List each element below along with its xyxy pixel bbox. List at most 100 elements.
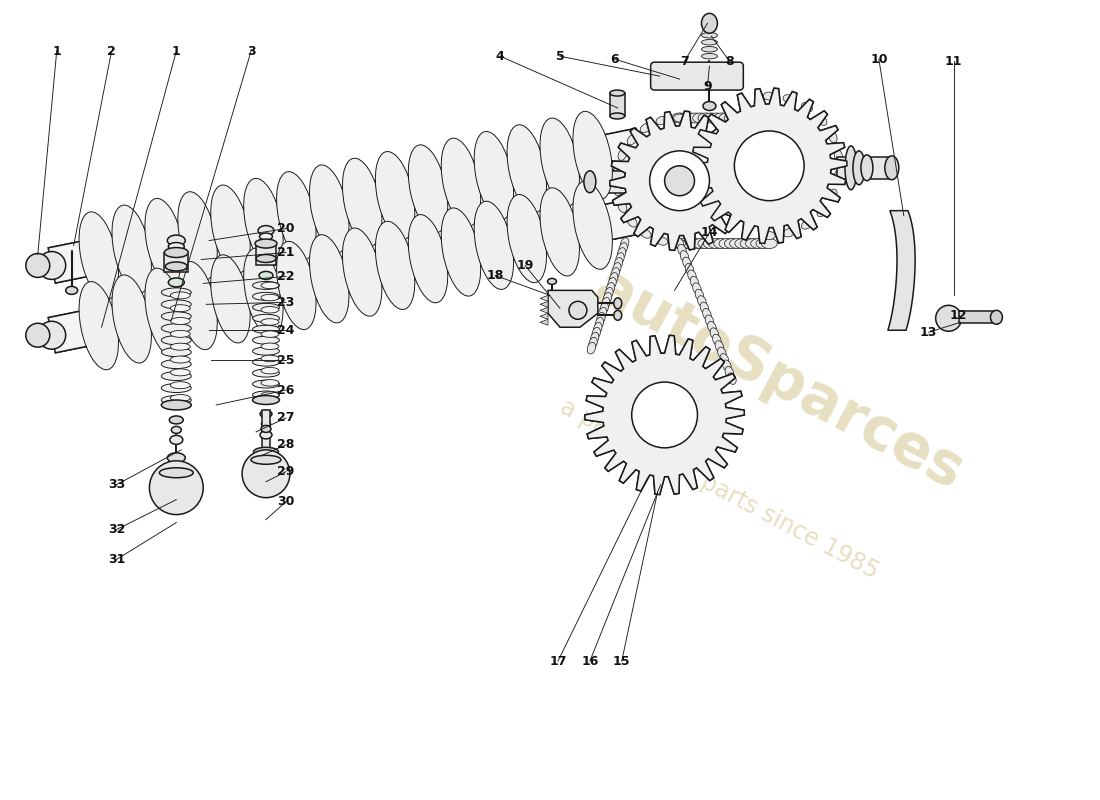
Circle shape	[150, 461, 204, 514]
Ellipse shape	[616, 253, 624, 264]
Ellipse shape	[729, 113, 746, 123]
Ellipse shape	[211, 185, 250, 274]
Ellipse shape	[167, 235, 185, 246]
Text: 26: 26	[277, 383, 295, 397]
Ellipse shape	[802, 102, 813, 112]
Ellipse shape	[253, 292, 279, 300]
Text: 17: 17	[549, 654, 566, 667]
Text: 15: 15	[613, 654, 630, 667]
Circle shape	[37, 322, 66, 349]
Text: 6: 6	[610, 53, 619, 66]
Ellipse shape	[727, 373, 736, 384]
Ellipse shape	[834, 170, 843, 182]
Text: 18: 18	[486, 269, 504, 282]
Bar	[837, 157, 892, 178]
Ellipse shape	[253, 326, 279, 334]
Ellipse shape	[261, 318, 279, 325]
Ellipse shape	[170, 330, 190, 338]
Ellipse shape	[165, 262, 187, 271]
Ellipse shape	[276, 172, 316, 260]
Text: 20: 20	[277, 222, 295, 235]
Ellipse shape	[261, 355, 279, 362]
Text: 30: 30	[277, 495, 295, 508]
Circle shape	[650, 400, 680, 430]
Ellipse shape	[610, 268, 619, 279]
Ellipse shape	[714, 238, 729, 249]
Ellipse shape	[703, 238, 719, 249]
Ellipse shape	[609, 90, 625, 96]
Ellipse shape	[702, 33, 717, 38]
Text: a passion for parts since 1985: a passion for parts since 1985	[557, 395, 882, 584]
Ellipse shape	[112, 275, 152, 363]
Ellipse shape	[251, 455, 280, 464]
Ellipse shape	[861, 155, 873, 181]
Text: 16: 16	[581, 654, 598, 667]
Ellipse shape	[802, 220, 813, 229]
Ellipse shape	[693, 283, 702, 294]
Ellipse shape	[735, 238, 751, 249]
Ellipse shape	[714, 113, 729, 123]
Ellipse shape	[172, 426, 182, 434]
Ellipse shape	[167, 453, 185, 462]
Ellipse shape	[618, 149, 627, 160]
Ellipse shape	[587, 342, 596, 354]
Ellipse shape	[588, 338, 597, 349]
Polygon shape	[548, 290, 597, 327]
Text: 21: 21	[277, 246, 295, 259]
Ellipse shape	[761, 113, 778, 123]
Ellipse shape	[719, 113, 735, 123]
Ellipse shape	[261, 294, 279, 301]
Ellipse shape	[170, 382, 190, 389]
Ellipse shape	[676, 113, 693, 123]
Ellipse shape	[309, 165, 349, 253]
Text: 27: 27	[277, 411, 295, 425]
Ellipse shape	[441, 208, 481, 296]
Ellipse shape	[507, 125, 547, 213]
Ellipse shape	[678, 244, 686, 256]
Ellipse shape	[244, 178, 283, 266]
Text: 19: 19	[516, 259, 534, 272]
Ellipse shape	[756, 238, 772, 249]
Ellipse shape	[656, 116, 668, 125]
Bar	[262, 410, 270, 465]
Ellipse shape	[66, 286, 78, 294]
Ellipse shape	[595, 318, 604, 329]
Ellipse shape	[261, 367, 279, 374]
Ellipse shape	[596, 313, 605, 324]
Ellipse shape	[474, 202, 514, 290]
Ellipse shape	[828, 131, 837, 142]
Circle shape	[664, 166, 694, 196]
Ellipse shape	[708, 238, 725, 249]
Polygon shape	[48, 198, 643, 353]
Ellipse shape	[162, 383, 191, 393]
Ellipse shape	[261, 379, 279, 386]
Ellipse shape	[705, 315, 714, 326]
Ellipse shape	[603, 293, 612, 304]
Ellipse shape	[619, 242, 627, 254]
Ellipse shape	[170, 305, 190, 312]
Ellipse shape	[693, 113, 708, 123]
Ellipse shape	[708, 113, 725, 123]
Circle shape	[936, 306, 961, 331]
Ellipse shape	[640, 229, 651, 238]
Ellipse shape	[707, 322, 716, 333]
Polygon shape	[585, 335, 745, 494]
Circle shape	[631, 382, 697, 448]
Ellipse shape	[211, 254, 250, 343]
Ellipse shape	[162, 400, 191, 410]
Text: 11: 11	[945, 54, 962, 68]
Ellipse shape	[261, 306, 279, 313]
Ellipse shape	[162, 288, 191, 297]
Ellipse shape	[342, 158, 382, 246]
Bar	[164, 253, 188, 273]
Ellipse shape	[688, 270, 696, 282]
Ellipse shape	[598, 307, 607, 319]
Text: 9: 9	[703, 79, 712, 93]
Ellipse shape	[375, 222, 415, 310]
Ellipse shape	[719, 238, 735, 249]
Ellipse shape	[720, 354, 728, 365]
Ellipse shape	[711, 328, 718, 339]
Ellipse shape	[474, 131, 514, 220]
Ellipse shape	[162, 371, 191, 381]
FancyBboxPatch shape	[650, 62, 744, 90]
